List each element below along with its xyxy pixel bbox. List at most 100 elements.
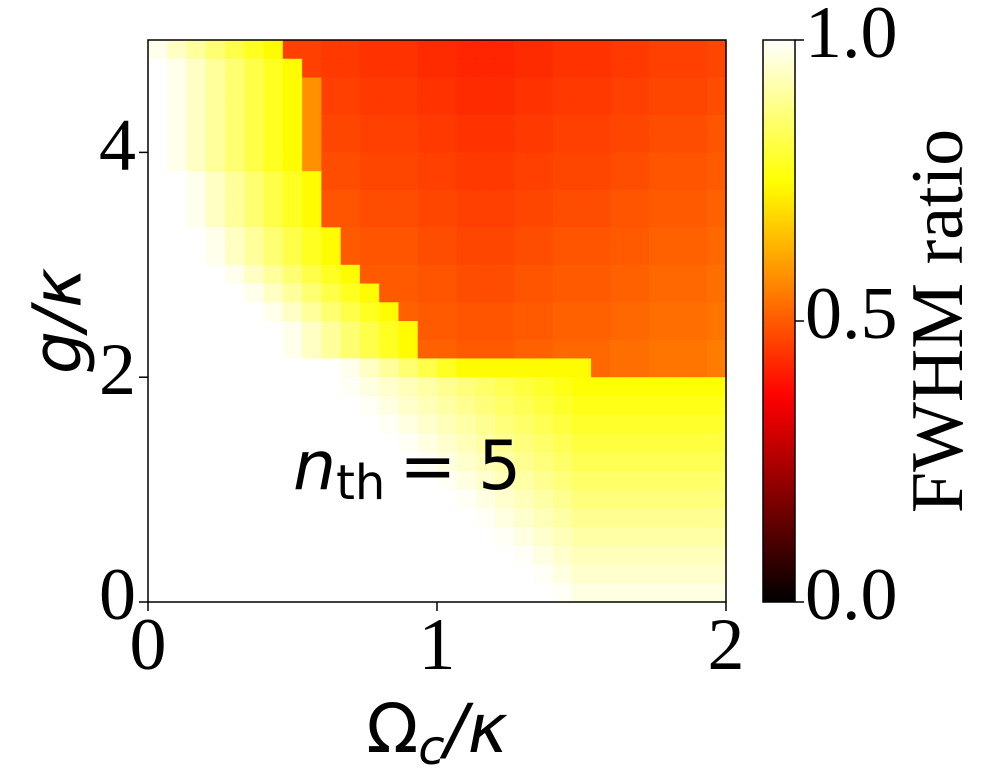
heatmap-cell	[417, 321, 438, 341]
heatmap-cell	[706, 414, 727, 434]
heatmap-cell	[417, 358, 438, 378]
heatmap-cell	[629, 321, 650, 341]
heatmap-cell	[571, 133, 592, 153]
heatmap-cell	[494, 470, 515, 491]
heatmap-cell	[552, 377, 573, 397]
y-tick-label: 4	[99, 104, 136, 186]
heatmap-cell	[263, 58, 284, 79]
heatmap-cell	[205, 321, 226, 341]
heatmap-cell	[359, 208, 380, 228]
heatmap-cell	[437, 489, 457, 509]
heatmap-cell	[186, 433, 207, 453]
heatmap-cell	[571, 264, 592, 285]
heatmap-cell	[437, 152, 457, 172]
heatmap-cell	[514, 246, 534, 266]
heatmap-cell	[610, 133, 631, 153]
heatmap-cell	[167, 171, 188, 191]
heatmap-cell	[359, 133, 380, 153]
heatmap-cell	[379, 321, 400, 341]
heatmap-cell	[648, 246, 669, 266]
heatmap-cell	[629, 171, 650, 191]
heatmap-cell	[186, 489, 207, 509]
heatmap-cell	[225, 227, 245, 247]
heatmap-cell	[205, 77, 226, 97]
y-axis-label: g/κ	[19, 268, 98, 374]
heatmap-cell	[302, 395, 322, 416]
heatmap-cell	[571, 489, 592, 509]
heatmap-cell	[321, 114, 342, 135]
heatmap-cell	[417, 96, 438, 116]
heatmap-cell	[629, 246, 650, 266]
heatmap-cell	[225, 321, 245, 341]
heatmap-cell	[437, 77, 457, 97]
heatmap-cell	[668, 470, 689, 491]
heatmap-cell	[186, 508, 207, 528]
heatmap-cell	[552, 414, 573, 434]
heatmap-cell	[398, 133, 419, 153]
heatmap-cell	[571, 545, 592, 566]
heatmap-cell	[456, 414, 477, 434]
heatmap-cell	[552, 583, 573, 603]
heatmap-cell	[629, 564, 650, 584]
heatmap-cell	[398, 321, 419, 341]
heatmap-cell	[629, 452, 650, 472]
heatmap-cell	[282, 583, 303, 603]
heatmap-cell	[321, 77, 342, 97]
heatmap-cell	[225, 377, 245, 397]
heatmap-cell	[706, 395, 727, 416]
heatmap-cell	[244, 302, 265, 322]
heatmap-cell	[417, 377, 438, 397]
heatmap-cell	[379, 527, 400, 547]
heatmap-cell	[494, 133, 515, 153]
heatmap-cell	[706, 433, 727, 453]
heatmap-cell	[263, 302, 284, 322]
heatmap-cell	[167, 527, 188, 547]
heatmap-cell	[475, 527, 496, 547]
heatmap-cell	[571, 321, 592, 341]
heatmap-cell	[475, 114, 496, 135]
heatmap-cell	[186, 264, 207, 285]
heatmap-cell	[706, 77, 727, 97]
heatmap-cell	[398, 96, 419, 116]
heatmap-cell	[263, 133, 284, 153]
heatmap-cell	[302, 133, 322, 153]
heatmap-cell	[552, 433, 573, 453]
heatmap-cell	[456, 227, 477, 247]
heatmap-cell	[514, 189, 534, 210]
heatmap-cell	[706, 564, 727, 584]
heatmap-cell	[629, 302, 650, 322]
heatmap-cell	[205, 358, 226, 378]
heatmap-cell	[244, 58, 265, 79]
heatmap-cell	[186, 133, 207, 153]
heatmap-cell	[706, 152, 727, 172]
heatmap-cell	[571, 452, 592, 472]
heatmap-cell	[514, 208, 534, 228]
heatmap-cell	[148, 96, 168, 116]
heatmap-cell	[205, 545, 226, 566]
heatmap-cell	[591, 189, 611, 210]
heatmap-cell	[591, 377, 611, 397]
heatmap-cell	[359, 414, 380, 434]
heatmap-cell	[494, 58, 515, 79]
heatmap-cell	[668, 246, 689, 266]
heatmap-cell	[437, 227, 457, 247]
heatmap-cell	[148, 246, 168, 266]
heatmap-cell	[648, 433, 669, 453]
heatmap-cell	[417, 339, 438, 360]
heatmap-cell	[263, 395, 284, 416]
heatmap-cell	[629, 77, 650, 97]
heatmap-cell	[321, 414, 342, 434]
heatmap-cell	[610, 283, 631, 303]
heatmap-cell	[610, 564, 631, 584]
heatmap-cell	[706, 321, 727, 341]
heatmap-cell	[398, 152, 419, 172]
heatmap-cell	[282, 489, 303, 509]
heatmap-cell	[610, 527, 631, 547]
heatmap-cell	[205, 452, 226, 472]
heatmap-cell	[398, 114, 419, 135]
heatmap-cell	[263, 246, 284, 266]
heatmap-cell	[437, 470, 457, 491]
heatmap-cell	[706, 527, 727, 547]
heatmap-cell	[398, 77, 419, 97]
heatmap-cell	[263, 583, 284, 603]
